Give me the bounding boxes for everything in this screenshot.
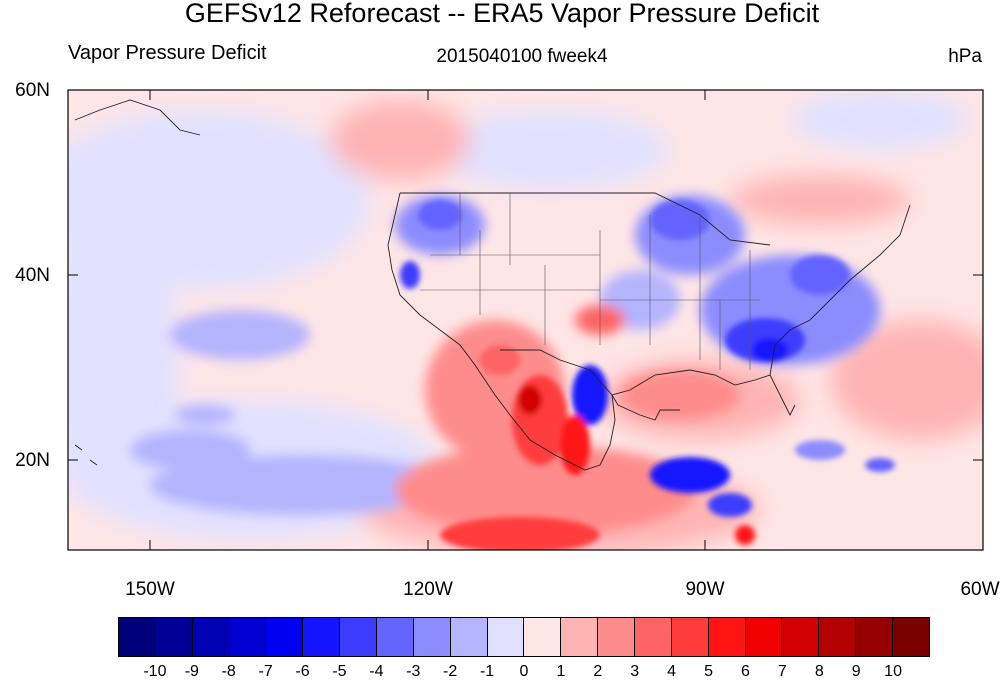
lon-label-90w: 90W [685,579,725,600]
lat-label-20n: 20N [15,450,50,471]
lon-label-120w: 120W [403,579,453,600]
colorbar-box [819,618,857,656]
coastlines [74,99,911,471]
colorbar-label: 10 [884,663,902,680]
variable-name: Vapor Pressure Deficit [68,42,267,64]
colorbar-box [377,618,414,656]
colorbar-label: 2 [593,663,603,680]
colorbar-box [303,618,341,656]
colorbar-box [266,618,304,656]
colorbar-box [893,618,929,656]
map-frame [67,89,984,551]
colorbar-box [561,618,599,656]
lat-label-40n: 40N [15,265,50,286]
colorbar-box [192,618,230,656]
colorbar-label: -7 [258,663,273,680]
colorbar-label: 0 [519,663,529,680]
colorbar-label: -1 [479,663,495,680]
colorbar-box [155,618,193,656]
lon-label-150w: 150W [125,579,175,600]
contour-field [68,90,983,550]
colorbar-box [340,618,378,656]
colorbar-label: 3 [630,663,640,680]
units-label: hPa [948,46,982,67]
colorbar-label: -2 [443,663,458,680]
forecast-date: 2015040100 fweek4 [436,46,608,67]
lat-label-60n: 60N [15,80,50,101]
map-title: GEFSv12 Reforecast -- ERA5 Vapor Pressur… [184,0,820,28]
colorbar-box [524,618,562,656]
colorbar-label: -10 [143,663,167,680]
colorbar-label: -4 [369,663,384,680]
colorbar-box [708,618,746,656]
colorbar-box [598,618,636,656]
colorbar-box [229,618,267,656]
colorbar-label: 9 [851,663,861,680]
colorbar-box [413,618,451,656]
colorbar-box [782,618,820,656]
colorbar-label: -5 [332,663,347,680]
colorbar-box [119,618,156,656]
colorbar-label: -6 [295,663,310,680]
axis-ticks [68,90,983,550]
colorbar-label: 8 [814,663,824,680]
state-borders [420,193,760,370]
colorbar-box [671,618,709,656]
colorbar-label: 6 [741,663,750,680]
colorbar-box [856,618,894,656]
colorbar [118,617,930,657]
colorbar-label: -8 [221,663,236,680]
lon-label-60w: 60W [960,579,1000,600]
colorbar-box [635,618,672,656]
colorbar-box [745,618,783,656]
colorbar-label: 5 [704,663,713,680]
colorbar-box [487,618,525,656]
colorbar-label: 1 [556,663,566,680]
colorbar-label: 4 [667,663,677,680]
colorbar-label: 7 [777,663,787,680]
colorbar-label: -9 [184,663,199,680]
colorbar-label: -3 [406,663,421,680]
colorbar-box [450,618,488,656]
